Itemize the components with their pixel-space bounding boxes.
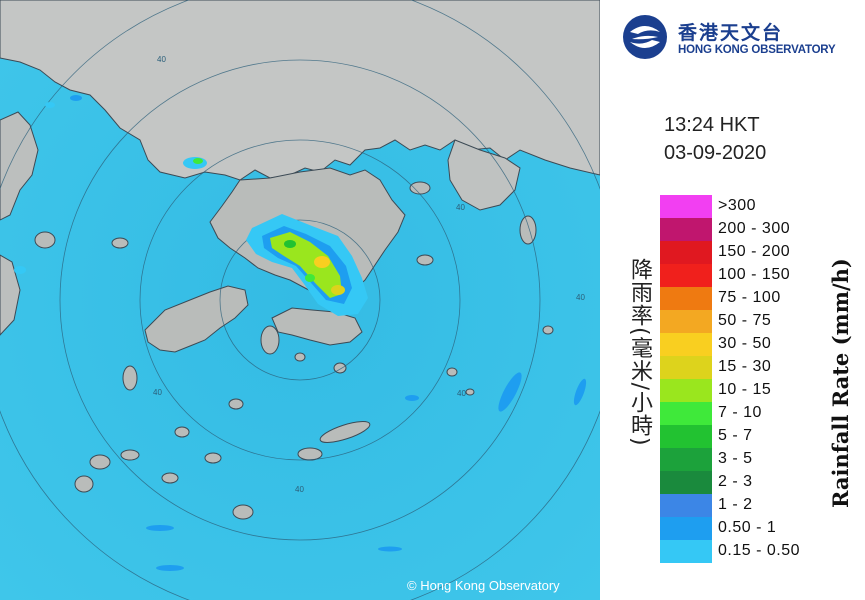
legend-row: 2 - 3 bbox=[660, 471, 820, 494]
legend-row: 5 - 7 bbox=[660, 425, 820, 448]
hko-logo-icon bbox=[623, 15, 667, 59]
range-rings bbox=[0, 0, 600, 600]
legend-label: 15 - 30 bbox=[718, 358, 772, 375]
legend-swatch bbox=[660, 195, 712, 218]
legend-row: 30 - 50 bbox=[660, 333, 820, 356]
range-ring-label: 40 bbox=[456, 203, 465, 212]
legend-swatch bbox=[660, 241, 712, 264]
radar-map: 40 40 40 40 40 40 © Hong Kong Observator… bbox=[0, 0, 600, 600]
legend-label: 30 - 50 bbox=[718, 335, 772, 352]
outlying-islands bbox=[34, 181, 554, 520]
legend-swatch bbox=[660, 287, 712, 310]
legend-title-en: Rainfall Rate (mm/h) bbox=[828, 258, 853, 508]
legend-swatch bbox=[660, 310, 712, 333]
legend-label: 5 - 7 bbox=[718, 427, 753, 444]
range-ring-label: 40 bbox=[157, 55, 166, 64]
timestamp-date: 03-09-2020 bbox=[664, 142, 767, 164]
legend-swatch bbox=[660, 540, 712, 563]
rain-echoes bbox=[14, 95, 587, 571]
legend-label: 0.50 - 1 bbox=[718, 519, 777, 536]
range-ring-label: 40 bbox=[457, 389, 466, 398]
range-ring-label: 40 bbox=[295, 485, 304, 494]
lantau-island bbox=[144, 285, 249, 353]
hko-name-zh: 香港天文台 bbox=[678, 22, 784, 44]
legend-panel: 香港天文台 HONG KONG OBSERVATORY 13:24 HKT 03… bbox=[600, 0, 865, 600]
map-credit: © Hong Kong Observatory bbox=[407, 578, 560, 593]
timestamp-time: 13:24 HKT bbox=[664, 114, 760, 136]
legend-swatch bbox=[660, 494, 712, 517]
legend-swatch bbox=[660, 218, 712, 241]
legend-swatch bbox=[660, 448, 712, 471]
west-landmass bbox=[0, 111, 39, 221]
legend-title-zh: 降雨率(毫米/小時) bbox=[627, 258, 652, 447]
legend-swatch bbox=[660, 333, 712, 356]
legend-label: 10 - 15 bbox=[718, 381, 772, 398]
legend-label: 7 - 10 bbox=[718, 404, 762, 421]
legend-row: 0.50 - 1 bbox=[660, 517, 820, 540]
legend-label: 2 - 3 bbox=[718, 473, 753, 490]
east-peninsula bbox=[447, 139, 521, 211]
legend-swatch bbox=[660, 379, 712, 402]
legend-label: 75 - 100 bbox=[718, 289, 781, 306]
legend-row: 0.15 - 0.50 bbox=[660, 540, 820, 563]
range-ring-label: 40 bbox=[153, 388, 162, 397]
legend-swatch bbox=[660, 356, 712, 379]
legend-row: 1 - 2 bbox=[660, 494, 820, 517]
legend-row: >300 bbox=[660, 195, 820, 218]
legend-swatch bbox=[660, 402, 712, 425]
legend-label: 150 - 200 bbox=[718, 243, 791, 260]
west-island bbox=[0, 254, 21, 336]
legend-row: 7 - 10 bbox=[660, 402, 820, 425]
legend-label: 200 - 300 bbox=[718, 220, 791, 237]
legend-swatch bbox=[660, 425, 712, 448]
legend-row: 50 - 75 bbox=[660, 310, 820, 333]
legend-swatch bbox=[660, 517, 712, 540]
legend-label: 3 - 5 bbox=[718, 450, 753, 467]
legend-row: 100 - 150 bbox=[660, 264, 820, 287]
legend-row: 15 - 30 bbox=[660, 356, 820, 379]
legend-row: 10 - 15 bbox=[660, 379, 820, 402]
legend-label: 100 - 150 bbox=[718, 266, 791, 283]
legend-swatch bbox=[660, 264, 712, 287]
legend-label: 0.15 - 0.50 bbox=[718, 542, 800, 559]
hko-name-en: HONG KONG OBSERVATORY bbox=[678, 44, 836, 56]
legend-row: 3 - 5 bbox=[660, 448, 820, 471]
hko-logo: 香港天文台 HONG KONG OBSERVATORY bbox=[620, 12, 860, 62]
hong-kong-island bbox=[271, 307, 363, 346]
range-ring-label: 40 bbox=[576, 293, 585, 302]
rainfall-legend: >300 200 - 300 150 - 200 100 - 150 75 - 100 5… bbox=[660, 195, 820, 563]
legend-row: 150 - 200 bbox=[660, 241, 820, 264]
legend-label: 50 - 75 bbox=[718, 312, 772, 329]
legend-row: 75 - 100 bbox=[660, 287, 820, 310]
legend-row: 200 - 300 bbox=[660, 218, 820, 241]
legend-swatch bbox=[660, 471, 712, 494]
range-ring-labels: 40 40 40 40 40 40 bbox=[153, 55, 585, 494]
legend-label: >300 bbox=[718, 197, 757, 214]
legend-label: 1 - 2 bbox=[718, 496, 753, 513]
